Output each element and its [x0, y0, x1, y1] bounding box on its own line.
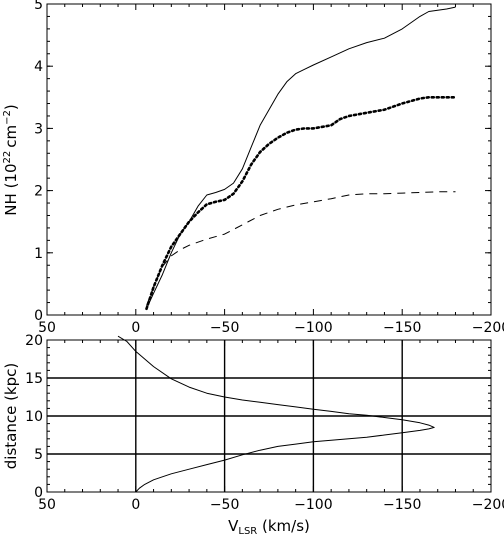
distance-panel: 500−50−100−150−20005101520 distance (kpc… [2, 333, 504, 537]
nh-x-tick-label: 50 [38, 320, 56, 336]
nh-y-tick-label: 3 [34, 121, 43, 137]
distance-y-tick-label: 20 [25, 333, 43, 349]
distance-x-tick-label: −100 [294, 497, 332, 513]
nh-y-tick-label: 5 [34, 0, 43, 13]
nh-x-tick-label: −150 [383, 320, 421, 336]
nh-y-label-mid: cm [2, 125, 20, 148]
nh-x-tick-label: 0 [131, 320, 140, 336]
distance-series-group [117, 335, 435, 493]
distance-x-tick-label: −150 [383, 497, 421, 513]
nh-series-dotted [145, 96, 457, 311]
velocity-label-rest: (km/s) [257, 517, 310, 535]
distance-y-tick-label: 0 [34, 485, 43, 501]
nh-panel: 500−50−100−150−200012345 NH (1022cm−2) [2, 0, 504, 336]
nh-series-dashed [146, 191, 456, 306]
nh-y-label-prefix: NH (10 [2, 163, 20, 215]
nh-y-tick-label: 0 [34, 308, 43, 324]
distance-x-tick-label: 0 [131, 497, 140, 513]
distance-y-tick-label: 5 [34, 447, 43, 463]
nh-axis-ticks: 500−50−100−150−200012345 [34, 0, 504, 336]
distance-x-tick-label: −200 [472, 497, 504, 513]
distance-grid [47, 340, 491, 492]
distance-series-solid [117, 335, 435, 493]
velocity-x-axis-label: VLSR (km/s) [228, 517, 310, 537]
distance-y-tick-label: 15 [25, 371, 43, 387]
nh-x-tick-label: −50 [210, 320, 240, 336]
nh-series-group [145, 6, 457, 311]
distance-axis-ticks: 500−50−100−150−20005101520 [25, 333, 504, 513]
nh-x-tick-label: −100 [294, 320, 332, 336]
nh-y-tick-label: 1 [34, 246, 43, 262]
nh-plot-frame [46, 3, 492, 316]
nh-y-tick-label: 4 [34, 59, 43, 75]
nh-y-axis-label: NH (1022 cm−2) [2, 104, 20, 215]
nh-y-tick-label: 2 [34, 184, 43, 200]
nh-series-solid [146, 6, 456, 310]
nh-y-label-exp1: 22 [2, 151, 13, 164]
distance-x-tick-label: 50 [38, 497, 56, 513]
velocity-label-sub: LSR [238, 526, 257, 537]
nh-x-tick-label: −200 [472, 320, 504, 336]
nh-y-label-exp2: −2 [2, 110, 13, 125]
distance-y-tick-label: 10 [25, 409, 43, 425]
velocity-label-v: V [228, 517, 239, 535]
distance-x-tick-label: −50 [210, 497, 240, 513]
distance-y-axis-label: distance (kpc) [2, 363, 20, 470]
nh-y-label-suffix: ) [2, 104, 20, 110]
